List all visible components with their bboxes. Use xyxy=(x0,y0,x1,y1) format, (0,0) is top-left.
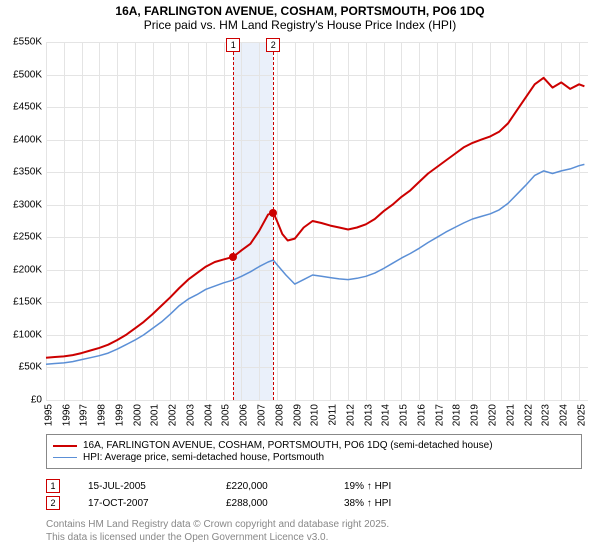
y-tick-label: £450K xyxy=(13,102,42,113)
marker-dot xyxy=(229,253,237,261)
x-tick-label: 2003 xyxy=(185,404,196,426)
footer-line-2: This data is licensed under the Open Gov… xyxy=(46,531,389,544)
x-tick-label: 2007 xyxy=(256,404,267,426)
legend-label-price: 16A, FARLINGTON AVENUE, COSHAM, PORTSMOU… xyxy=(83,440,493,451)
marker-vline xyxy=(233,42,234,400)
marker-vline xyxy=(273,42,274,400)
title-block: 16A, FARLINGTON AVENUE, COSHAM, PORTSMOU… xyxy=(0,0,600,32)
y-tick-label: £150K xyxy=(13,297,42,308)
x-tick-label: 2020 xyxy=(487,404,498,426)
x-tick-label: 2019 xyxy=(470,404,481,426)
legend-box: 16A, FARLINGTON AVENUE, COSHAM, PORTSMOU… xyxy=(46,434,582,469)
footer-attribution: Contains HM Land Registry data © Crown c… xyxy=(46,518,389,544)
chart-container: 16A, FARLINGTON AVENUE, COSHAM, PORTSMOU… xyxy=(0,0,600,560)
x-tick-label: 1996 xyxy=(61,404,72,426)
y-tick-label: £200K xyxy=(13,264,42,275)
transaction-marker-box: 2 xyxy=(46,496,60,510)
legend-row-price: 16A, FARLINGTON AVENUE, COSHAM, PORTSMOU… xyxy=(53,440,575,451)
x-tick-label: 2001 xyxy=(150,404,161,426)
series-line-price_paid xyxy=(46,78,584,358)
y-tick-label: £400K xyxy=(13,134,42,145)
x-tick-label: 1997 xyxy=(79,404,90,426)
x-tick-label: 2014 xyxy=(381,404,392,426)
x-tick-label: 1998 xyxy=(96,404,107,426)
transaction-price: £288,000 xyxy=(226,498,316,509)
y-tick-label: £300K xyxy=(13,199,42,210)
x-axis: 1995 1996 1997 1998 1999 2000 2001 2002 2003 2004… xyxy=(46,400,588,430)
transaction-price: £220,000 xyxy=(226,481,316,492)
legend-swatch-hpi xyxy=(53,457,77,458)
legend-label-hpi: HPI: Average price, semi-detached house,… xyxy=(83,452,324,463)
transaction-row: 1 15-JUL-2005 £220,000 19% ↑ HPI xyxy=(46,479,582,493)
y-tick-label: £350K xyxy=(13,167,42,178)
transaction-date: 15-JUL-2005 xyxy=(88,481,198,492)
marker-dot xyxy=(269,209,277,217)
transaction-marker-box: 1 xyxy=(46,479,60,493)
transaction-row: 2 17-OCT-2007 £288,000 38% ↑ HPI xyxy=(46,496,582,510)
y-tick-label: £50K xyxy=(19,362,42,373)
x-tick-label: 2021 xyxy=(505,404,516,426)
plot-area: 12 xyxy=(46,42,588,401)
line-layer xyxy=(46,42,588,400)
transaction-date: 17-OCT-2007 xyxy=(88,498,198,509)
x-tick-label: 2025 xyxy=(576,404,587,426)
x-tick-label: 2017 xyxy=(434,404,445,426)
x-tick-label: 2005 xyxy=(221,404,232,426)
transaction-delta: 19% ↑ HPI xyxy=(344,481,391,492)
marker-label-box: 1 xyxy=(226,38,240,52)
x-tick-label: 2002 xyxy=(167,404,178,426)
x-tick-label: 2006 xyxy=(238,404,249,426)
chart-title: 16A, FARLINGTON AVENUE, COSHAM, PORTSMOU… xyxy=(0,4,600,18)
transaction-table: 1 15-JUL-2005 £220,000 19% ↑ HPI 2 17-OCT-200… xyxy=(46,476,582,513)
y-tick-label: £250K xyxy=(13,232,42,243)
x-tick-label: 2013 xyxy=(363,404,374,426)
legend-swatch-price xyxy=(53,445,77,447)
y-axis: £0£50K£100K£150K£200K£250K£300K£350K£400… xyxy=(0,42,44,400)
x-tick-label: 2010 xyxy=(310,404,321,426)
legend-row-hpi: HPI: Average price, semi-detached house,… xyxy=(53,452,575,463)
x-tick-label: 2015 xyxy=(398,404,409,426)
x-tick-label: 2011 xyxy=(327,404,338,426)
x-tick-label: 2023 xyxy=(541,404,552,426)
x-tick-label: 2000 xyxy=(132,404,143,426)
y-tick-label: £500K xyxy=(13,69,42,80)
x-tick-label: 2018 xyxy=(452,404,463,426)
y-tick-label: £550K xyxy=(13,37,42,48)
y-tick-label: £100K xyxy=(13,329,42,340)
footer-line-1: Contains HM Land Registry data © Crown c… xyxy=(46,518,389,531)
chart-subtitle: Price paid vs. HM Land Registry's House … xyxy=(0,18,600,32)
marker-label-box: 2 xyxy=(266,38,280,52)
x-tick-label: 2024 xyxy=(558,404,569,426)
x-tick-label: 2016 xyxy=(416,404,427,426)
x-tick-label: 2012 xyxy=(345,404,356,426)
x-tick-label: 2004 xyxy=(203,404,214,426)
x-tick-label: 2008 xyxy=(274,404,285,426)
x-tick-label: 1999 xyxy=(114,404,125,426)
x-tick-label: 1995 xyxy=(43,404,54,426)
x-tick-label: 2009 xyxy=(292,404,303,426)
transaction-delta: 38% ↑ HPI xyxy=(344,498,391,509)
x-tick-label: 2022 xyxy=(523,404,534,426)
y-tick-label: £0 xyxy=(31,395,42,406)
